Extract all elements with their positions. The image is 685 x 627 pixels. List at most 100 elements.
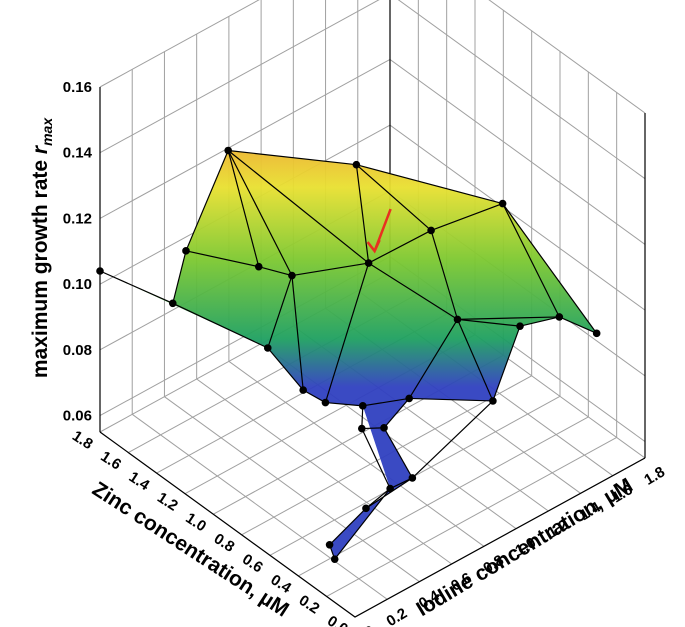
z-axis-title-sub: max — [39, 117, 55, 146]
data-point — [330, 555, 339, 563]
data-point — [168, 299, 177, 308]
data-point — [358, 402, 367, 410]
mesh-edge — [409, 397, 493, 402]
mesh-edge — [325, 401, 363, 407]
mesh-edge — [411, 400, 494, 479]
mesh-edge — [519, 316, 560, 327]
floor-gridline-y — [298, 416, 589, 577]
mesh-edge — [172, 302, 269, 349]
z-axis-title-var: r — [29, 144, 52, 154]
data-point — [224, 146, 232, 155]
z-tick-label: 0.10 — [63, 276, 92, 293]
mesh-edge — [185, 150, 229, 252]
mesh-edge — [227, 150, 260, 267]
floor-gridline-y — [326, 437, 617, 597]
mesh-edge — [99, 270, 174, 304]
data-point — [592, 329, 601, 338]
mesh-edge — [430, 230, 459, 320]
mesh-edge — [356, 164, 503, 205]
mesh-edge — [408, 319, 459, 399]
floor-gridline-x — [164, 396, 420, 583]
data-point — [362, 504, 370, 513]
mesh-edge — [383, 398, 410, 429]
mesh-edge — [334, 488, 391, 560]
x-tick-label: 0.0 — [351, 622, 378, 627]
mesh-edge — [368, 229, 432, 264]
mesh-edge — [267, 275, 293, 349]
z-tick-label: 0.08 — [63, 342, 92, 359]
mesh-edge — [227, 150, 369, 264]
floor-gridline-x — [131, 413, 388, 600]
mesh-edge — [457, 316, 560, 320]
mesh-edge — [383, 427, 413, 479]
wall-gridline-z — [99, 0, 646, 180]
frame-floor-edge — [99, 431, 646, 618]
data-point — [498, 199, 507, 208]
mesh-edge — [365, 477, 413, 509]
mesh-edge — [502, 203, 598, 334]
y-tick-label: 1.6 — [97, 448, 124, 474]
data-point — [263, 344, 272, 352]
mesh-edge — [267, 347, 304, 391]
y-tick-label: 1.4 — [126, 469, 153, 495]
x-axis-title: Iodine concentration, µM — [413, 474, 637, 621]
peak-arrow — [366, 208, 392, 254]
mesh-edge — [456, 319, 494, 402]
mesh-edge — [291, 262, 369, 277]
wall-gridline-z — [99, 0, 646, 114]
mesh-edge — [361, 428, 391, 489]
mesh-edge — [355, 164, 370, 264]
mesh-edge — [228, 149, 357, 166]
y-tick-label: 0.0 — [324, 612, 351, 627]
data-point — [182, 247, 190, 255]
mesh-edge — [492, 325, 521, 402]
mesh-edge — [291, 275, 304, 391]
z-tick-label: 0.06 — [63, 408, 92, 425]
z-axis-title-text: maximum growth rate — [29, 154, 52, 378]
data-point — [386, 484, 394, 493]
mesh-edge — [355, 164, 432, 231]
mesh-edge — [368, 262, 458, 320]
z-tick-label: 0.14 — [63, 145, 93, 162]
data-point — [405, 394, 413, 403]
data-point — [358, 424, 366, 433]
data-point — [321, 398, 330, 407]
data-point — [299, 386, 307, 394]
data-point — [516, 322, 524, 330]
data-point — [325, 540, 334, 549]
z-axis-title: maximum growth rate rmax — [29, 117, 55, 378]
floor-gridline-x — [196, 378, 452, 565]
mesh-edge — [329, 507, 367, 546]
x-tick-label: 0.2 — [384, 605, 411, 627]
data-point — [380, 424, 388, 432]
mesh-edge — [302, 389, 326, 404]
data-point — [352, 160, 361, 169]
surface — [100, 150, 597, 560]
data-point — [364, 259, 373, 267]
data-point — [254, 262, 263, 271]
mesh-edge — [227, 150, 293, 276]
arrow-head — [366, 239, 381, 254]
data-point — [288, 271, 296, 280]
y-tick-label: 1.8 — [69, 427, 96, 453]
mesh-edge — [559, 316, 597, 334]
mesh-edge — [362, 397, 410, 407]
z-tick-label: 0.16 — [63, 79, 92, 96]
surface-fill — [100, 150, 597, 560]
x-tick-label: 1.8 — [641, 463, 668, 488]
data-point — [427, 226, 435, 235]
mesh-edge — [172, 250, 187, 304]
data-point — [408, 474, 417, 482]
floor-gridline-x — [228, 360, 485, 547]
data-point — [453, 315, 462, 324]
mesh-edge — [502, 203, 560, 318]
y-tick-label: 1.0 — [182, 510, 209, 536]
mesh-edge — [324, 262, 370, 403]
surface-mesh — [99, 149, 598, 560]
mesh-edge — [185, 250, 259, 268]
mesh-edge — [430, 202, 503, 231]
data-points — [96, 146, 601, 563]
mesh-edge — [258, 266, 293, 277]
y-tick-label: 1.2 — [154, 489, 181, 515]
